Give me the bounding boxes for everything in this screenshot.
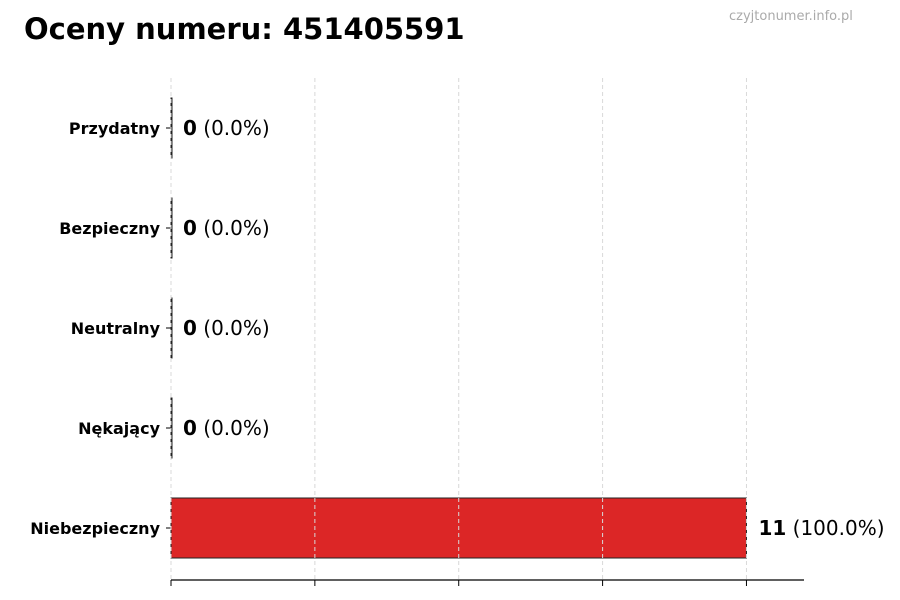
category-label: Przydatny xyxy=(69,119,161,138)
value-percent: (0.0%) xyxy=(203,316,269,340)
category-label: Nękający xyxy=(78,419,160,438)
value-count: 0 xyxy=(183,216,197,240)
value-count: 0 xyxy=(183,116,197,140)
value-label: 0 (0.0%) xyxy=(183,316,270,340)
value-count: 0 xyxy=(183,416,197,440)
value-label: 0 (0.0%) xyxy=(183,116,270,140)
value-count: 0 xyxy=(183,316,197,340)
watermark: czyjtonumer.info.pl xyxy=(729,9,853,24)
value-percent: (100.0%) xyxy=(793,516,885,540)
category-label: Neutralny xyxy=(71,319,161,338)
value-percent: (0.0%) xyxy=(203,216,269,240)
category-label: Niebezpieczny xyxy=(30,519,160,538)
bar xyxy=(170,297,173,359)
value-label: 11 (100.0%) xyxy=(758,516,884,540)
value-count: 11 xyxy=(758,516,786,540)
category-label: Bezpieczny xyxy=(59,219,160,238)
value-percent: (0.0%) xyxy=(203,116,269,140)
value-label: 0 (0.0%) xyxy=(183,416,270,440)
chart-title: Oceny numeru: 451405591 xyxy=(24,12,465,46)
value-percent: (0.0%) xyxy=(203,416,269,440)
value-label: 0 (0.0%) xyxy=(183,216,270,240)
